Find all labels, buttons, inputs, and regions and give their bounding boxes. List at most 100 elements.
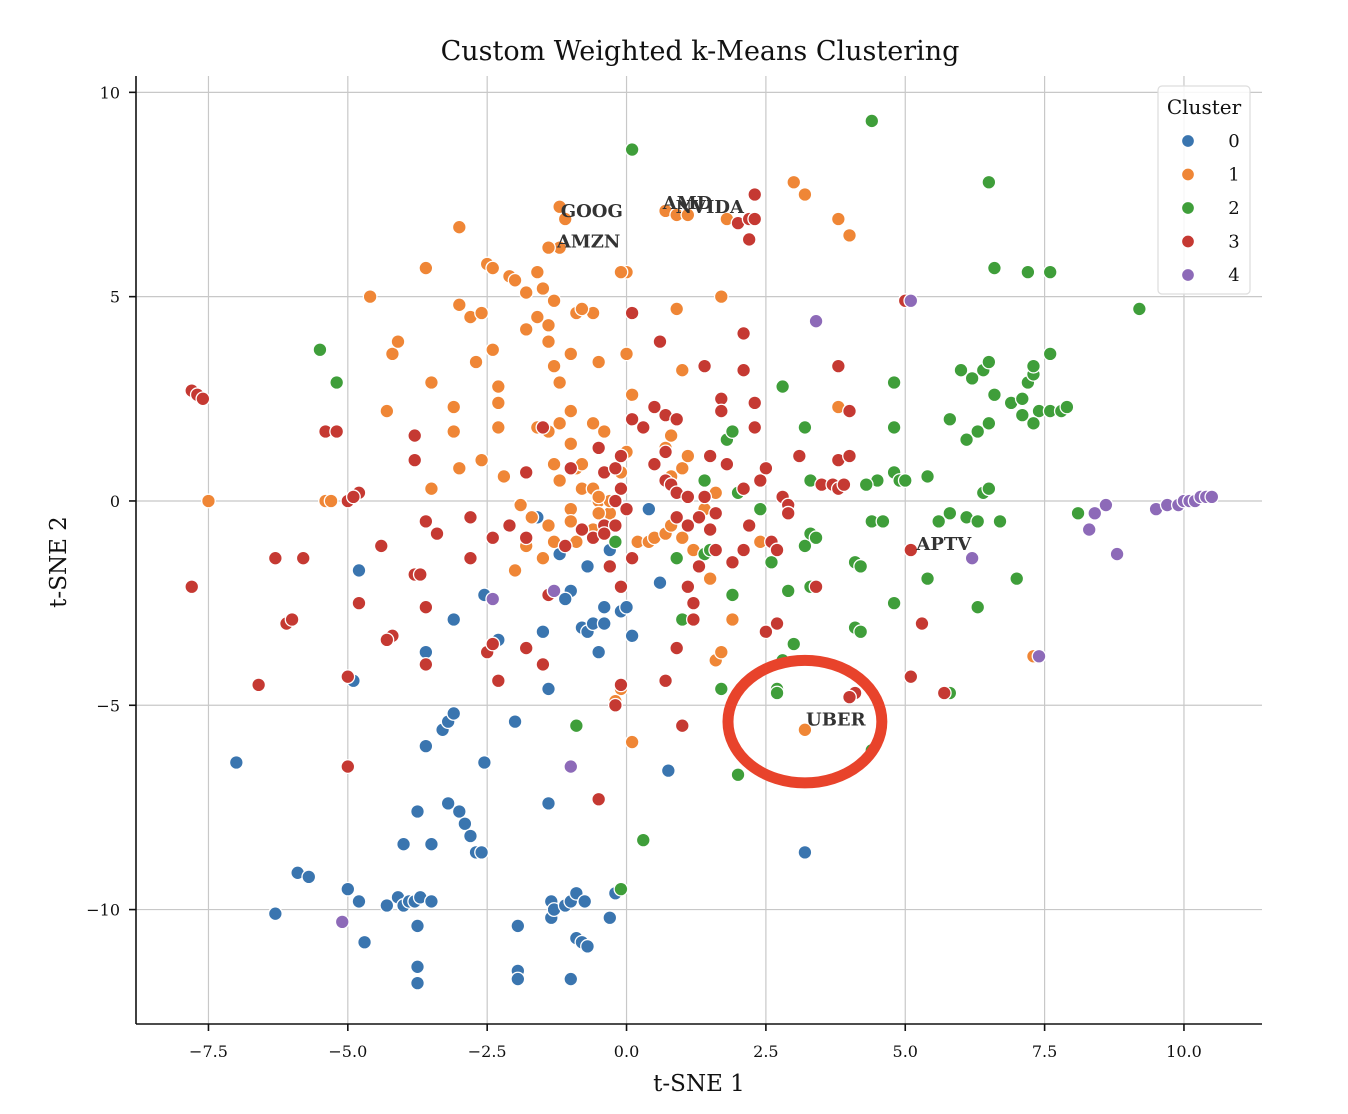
cluster-2-point [986, 387, 1002, 403]
cluster-2-point [920, 571, 935, 587]
cluster-3-point [658, 444, 674, 460]
cluster-1-point [797, 722, 813, 738]
cluster-2-point [942, 411, 958, 427]
cluster-0-point [423, 836, 439, 852]
cluster-0-point [510, 918, 526, 934]
cluster-2-point [624, 142, 640, 158]
cluster-3-point [736, 542, 752, 558]
cluster-2-point [697, 473, 713, 488]
chart-title: Custom Weighted k-Means Clustering [441, 36, 960, 67]
cluster-3-point [535, 656, 551, 672]
cluster-3-point [635, 419, 651, 435]
cluster-1-point [485, 342, 501, 358]
cluster-1-point [524, 509, 540, 525]
cluster-1-point [535, 550, 551, 566]
cluster-0-point [267, 906, 283, 922]
cluster-1-point [362, 289, 378, 305]
y-tick-label: 0 [110, 492, 120, 511]
annotation-uber: UBER [806, 710, 867, 731]
cluster-3-point [502, 518, 517, 533]
cluster-1-point [674, 530, 690, 546]
legend-label-1: 1 [1228, 165, 1239, 186]
cluster-0-point [463, 828, 478, 844]
cluster-1-point [546, 456, 562, 472]
cluster-3-point [680, 518, 696, 533]
cluster-0-point [602, 910, 618, 926]
cluster-2-point [1131, 301, 1147, 317]
cluster-1-point [541, 518, 556, 533]
cluster-0-point [510, 971, 526, 987]
axes [135, 76, 1262, 1025]
cluster-1-point [513, 497, 529, 513]
legend-label-0: 0 [1228, 131, 1239, 152]
cluster-1-point [842, 227, 857, 243]
cluster-0-point [652, 575, 668, 591]
x-tick-label: −7.5 [189, 1042, 228, 1061]
cluster-1-point [323, 493, 339, 509]
cluster-1-point [546, 293, 562, 309]
cluster-1-point [669, 301, 685, 317]
cluster-2-point [864, 113, 880, 129]
legend: Cluster 0 1 2 3 4 [1157, 85, 1251, 295]
cluster-3-point [373, 538, 389, 554]
cluster-2-point [724, 587, 740, 603]
cluster-1-point [423, 481, 439, 497]
cluster-3-point [741, 231, 757, 247]
cluster-1-point [563, 436, 579, 452]
cluster-4-point [1087, 505, 1103, 521]
cluster-3-point [842, 403, 857, 419]
cluster-1-point [541, 240, 556, 256]
cluster-2-point [312, 342, 328, 358]
cluster-2-point [730, 767, 746, 783]
cluster-0-point [418, 644, 434, 660]
cluster-1-point [546, 358, 562, 374]
cluster-1-point [674, 362, 690, 378]
cluster-0-point [446, 612, 462, 627]
cluster-1-point [490, 395, 506, 411]
cluster-3-point [340, 759, 356, 775]
cluster-1-point [507, 562, 523, 578]
cluster-3-point [680, 579, 696, 595]
cluster-1-point [713, 289, 729, 305]
cluster-3-point [607, 460, 623, 476]
cluster-3-point [669, 509, 685, 525]
x-tick-label: 10.0 [1166, 1042, 1202, 1061]
cluster-2-point [853, 558, 869, 574]
cluster-1-point [585, 415, 601, 431]
cluster-3-point [624, 550, 640, 566]
annotation-amd: AMD [662, 193, 713, 214]
cluster-3-point [563, 460, 579, 476]
cluster-3-point [195, 391, 211, 407]
cluster-1-point [451, 460, 467, 476]
cluster-2-point [970, 599, 986, 615]
cluster-3-point [747, 395, 763, 411]
cluster-1-point [390, 334, 406, 350]
legend-marker-3 [1180, 234, 1196, 249]
cluster-4-point [1098, 497, 1114, 513]
cluster-3-point [345, 489, 361, 505]
cluster-3-point [769, 542, 785, 558]
cluster-3-point [518, 640, 534, 656]
y-axis-label: t-SNE 2 [46, 516, 72, 608]
cluster-3-point [591, 440, 607, 456]
cluster-2-point [752, 501, 768, 517]
cluster-0-point [440, 795, 456, 811]
cluster-0-point [535, 624, 551, 640]
cluster-2-point [920, 468, 935, 484]
cluster-3-point [842, 689, 857, 705]
cluster-1-point [596, 424, 612, 439]
cluster-3-point [713, 391, 729, 407]
cluster-1-point [518, 321, 534, 337]
cluster-2-point [1014, 407, 1030, 423]
cluster-3-point [267, 550, 283, 566]
cluster-3-point [736, 362, 752, 378]
cluster-1-point [786, 174, 802, 190]
cluster-1-point [490, 379, 506, 395]
cluster-1-point [702, 571, 718, 587]
cluster-0-point [596, 616, 612, 632]
cluster-1-point [451, 219, 467, 235]
cluster-2-point [635, 832, 651, 848]
legend-label-3: 3 [1228, 232, 1239, 253]
